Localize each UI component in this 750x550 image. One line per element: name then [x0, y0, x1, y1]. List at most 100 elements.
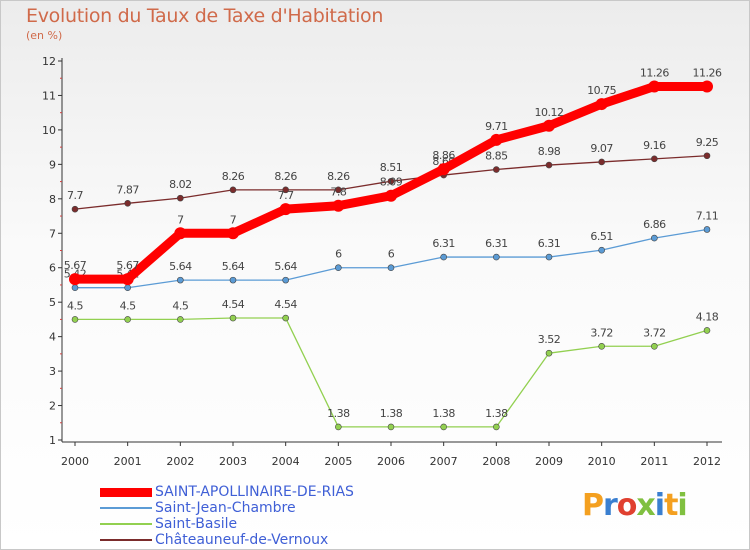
data-point — [335, 264, 342, 272]
data-label: 7.7 — [278, 189, 294, 202]
data-label: 6.51 — [590, 230, 613, 243]
legend-swatch — [100, 539, 152, 541]
data-point — [545, 253, 553, 261]
data-point — [124, 284, 131, 292]
y-tick-label: 4 — [49, 331, 56, 344]
data-label: 4.5 — [172, 299, 188, 312]
data-point — [440, 423, 447, 431]
data-label: 5.64 — [169, 260, 192, 273]
chart-subtitle: (en %) — [26, 29, 63, 42]
data-point — [335, 186, 342, 194]
data-label: 8.26 — [222, 170, 245, 183]
x-tick-label: 2009 — [535, 455, 563, 468]
data-point — [385, 189, 397, 202]
data-point — [651, 234, 658, 242]
x-tick-label: 2003 — [219, 455, 247, 468]
data-point — [651, 342, 658, 350]
data-label: 7.11 — [696, 209, 719, 222]
data-point — [701, 80, 713, 93]
data-label: 1.38 — [432, 407, 455, 420]
chart-title: Evolution du Taux de Taxe d'Habitation — [26, 5, 384, 27]
data-point — [545, 161, 553, 169]
legend-item[interactable]: Châteauneuf-de-Vernoux — [100, 532, 460, 548]
x-tick-label: 2006 — [377, 455, 405, 468]
y-tick-label: 1 — [49, 434, 56, 447]
x-tick-label: 2004 — [272, 455, 300, 468]
legend-item[interactable]: Saint-Basile — [100, 516, 460, 532]
data-label: 4.5 — [120, 299, 136, 312]
data-point — [595, 98, 608, 111]
data-point — [279, 203, 292, 216]
data-point — [387, 177, 395, 185]
data-label: 3.52 — [538, 333, 561, 346]
y-tick-label: 12 — [42, 55, 56, 68]
data-point — [490, 133, 503, 146]
legend-item[interactable]: SAINT-APOLLINAIRE-DE-RIAS — [100, 484, 460, 500]
x-tick-label: 2011 — [640, 455, 668, 468]
data-point — [121, 273, 134, 286]
data-point — [598, 158, 605, 166]
data-point — [703, 327, 711, 334]
x-tick-label: 2012 — [693, 455, 721, 468]
data-label: 5.64 — [274, 260, 297, 273]
y-tick-label: 5 — [49, 296, 56, 309]
data-label: 7.7 — [67, 189, 83, 202]
logo-letter: i — [677, 488, 687, 523]
data-point — [174, 227, 187, 240]
data-label: 5.67 — [64, 259, 87, 272]
data-point — [229, 186, 237, 194]
data-point — [229, 276, 237, 284]
data-label: 7 — [177, 213, 184, 226]
logo-letter: P — [582, 488, 604, 523]
data-point — [703, 152, 711, 160]
x-tick-label: 2007 — [430, 455, 458, 468]
data-label: 8.85 — [485, 150, 508, 163]
data-label: 8.51 — [380, 161, 403, 174]
data-point — [71, 316, 79, 323]
legend-label: Châteauneuf-de-Vernoux — [155, 532, 329, 548]
logo-letter: i — [654, 488, 665, 523]
data-point — [177, 316, 184, 323]
logo-letter: r — [603, 488, 618, 523]
data-label: 6 — [335, 248, 342, 261]
data-point — [177, 276, 184, 284]
legend-label: Saint-Basile — [155, 516, 238, 532]
data-point — [124, 316, 131, 323]
data-point — [387, 264, 395, 272]
data-label: 8.26 — [274, 170, 297, 183]
data-point — [177, 194, 184, 202]
legend-label: SAINT-APOLLINAIRE-DE-RIAS — [155, 484, 354, 500]
data-point — [598, 342, 605, 350]
data-label: 8.98 — [538, 145, 561, 158]
data-point — [493, 423, 500, 431]
data-label: 9.71 — [485, 120, 508, 133]
data-point — [437, 163, 450, 176]
data-label: 9.16 — [643, 139, 666, 152]
data-label: 6.31 — [432, 237, 455, 250]
data-label: 7.8 — [330, 186, 346, 199]
data-point — [651, 155, 658, 163]
legend: SAINT-APOLLINAIRE-DE-RIAS Saint-Jean-Cha… — [100, 484, 460, 548]
data-point — [229, 314, 237, 322]
data-label: 8.86 — [432, 149, 455, 162]
y-tick-label: 8 — [49, 193, 56, 206]
proxiti-logo: Proxiti — [582, 488, 688, 523]
legend-swatch — [100, 523, 152, 525]
data-point — [493, 166, 500, 173]
data-point — [598, 246, 605, 254]
x-tick-label: 2000 — [61, 455, 89, 468]
legend-label: Saint-Jean-Chambre — [155, 500, 296, 516]
data-point — [545, 349, 553, 357]
data-point — [124, 199, 131, 207]
data-label: 9.25 — [696, 136, 719, 149]
legend-swatch — [100, 507, 152, 509]
data-label: 11.26 — [640, 66, 669, 79]
data-point — [282, 276, 289, 284]
data-point — [71, 284, 79, 292]
data-label: 1.38 — [327, 407, 350, 420]
data-label: 6.86 — [643, 218, 666, 231]
data-label: 7 — [230, 213, 237, 226]
legend-item[interactable]: Saint-Jean-Chambre — [100, 500, 460, 516]
data-label: 8.02 — [169, 178, 192, 191]
